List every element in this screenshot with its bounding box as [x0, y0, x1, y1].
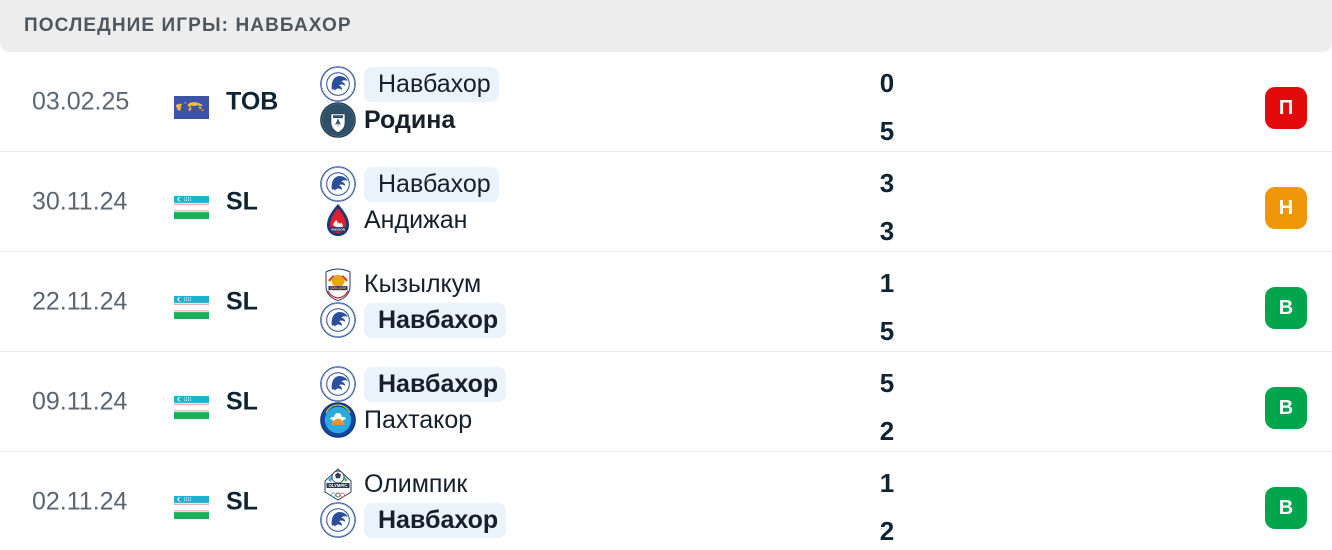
- svg-text:OLYMPIC: OLYMPIC: [329, 483, 348, 488]
- svg-text:QIZILQUM: QIZILQUM: [330, 286, 346, 290]
- svg-text:ANDIJON: ANDIJON: [331, 228, 346, 232]
